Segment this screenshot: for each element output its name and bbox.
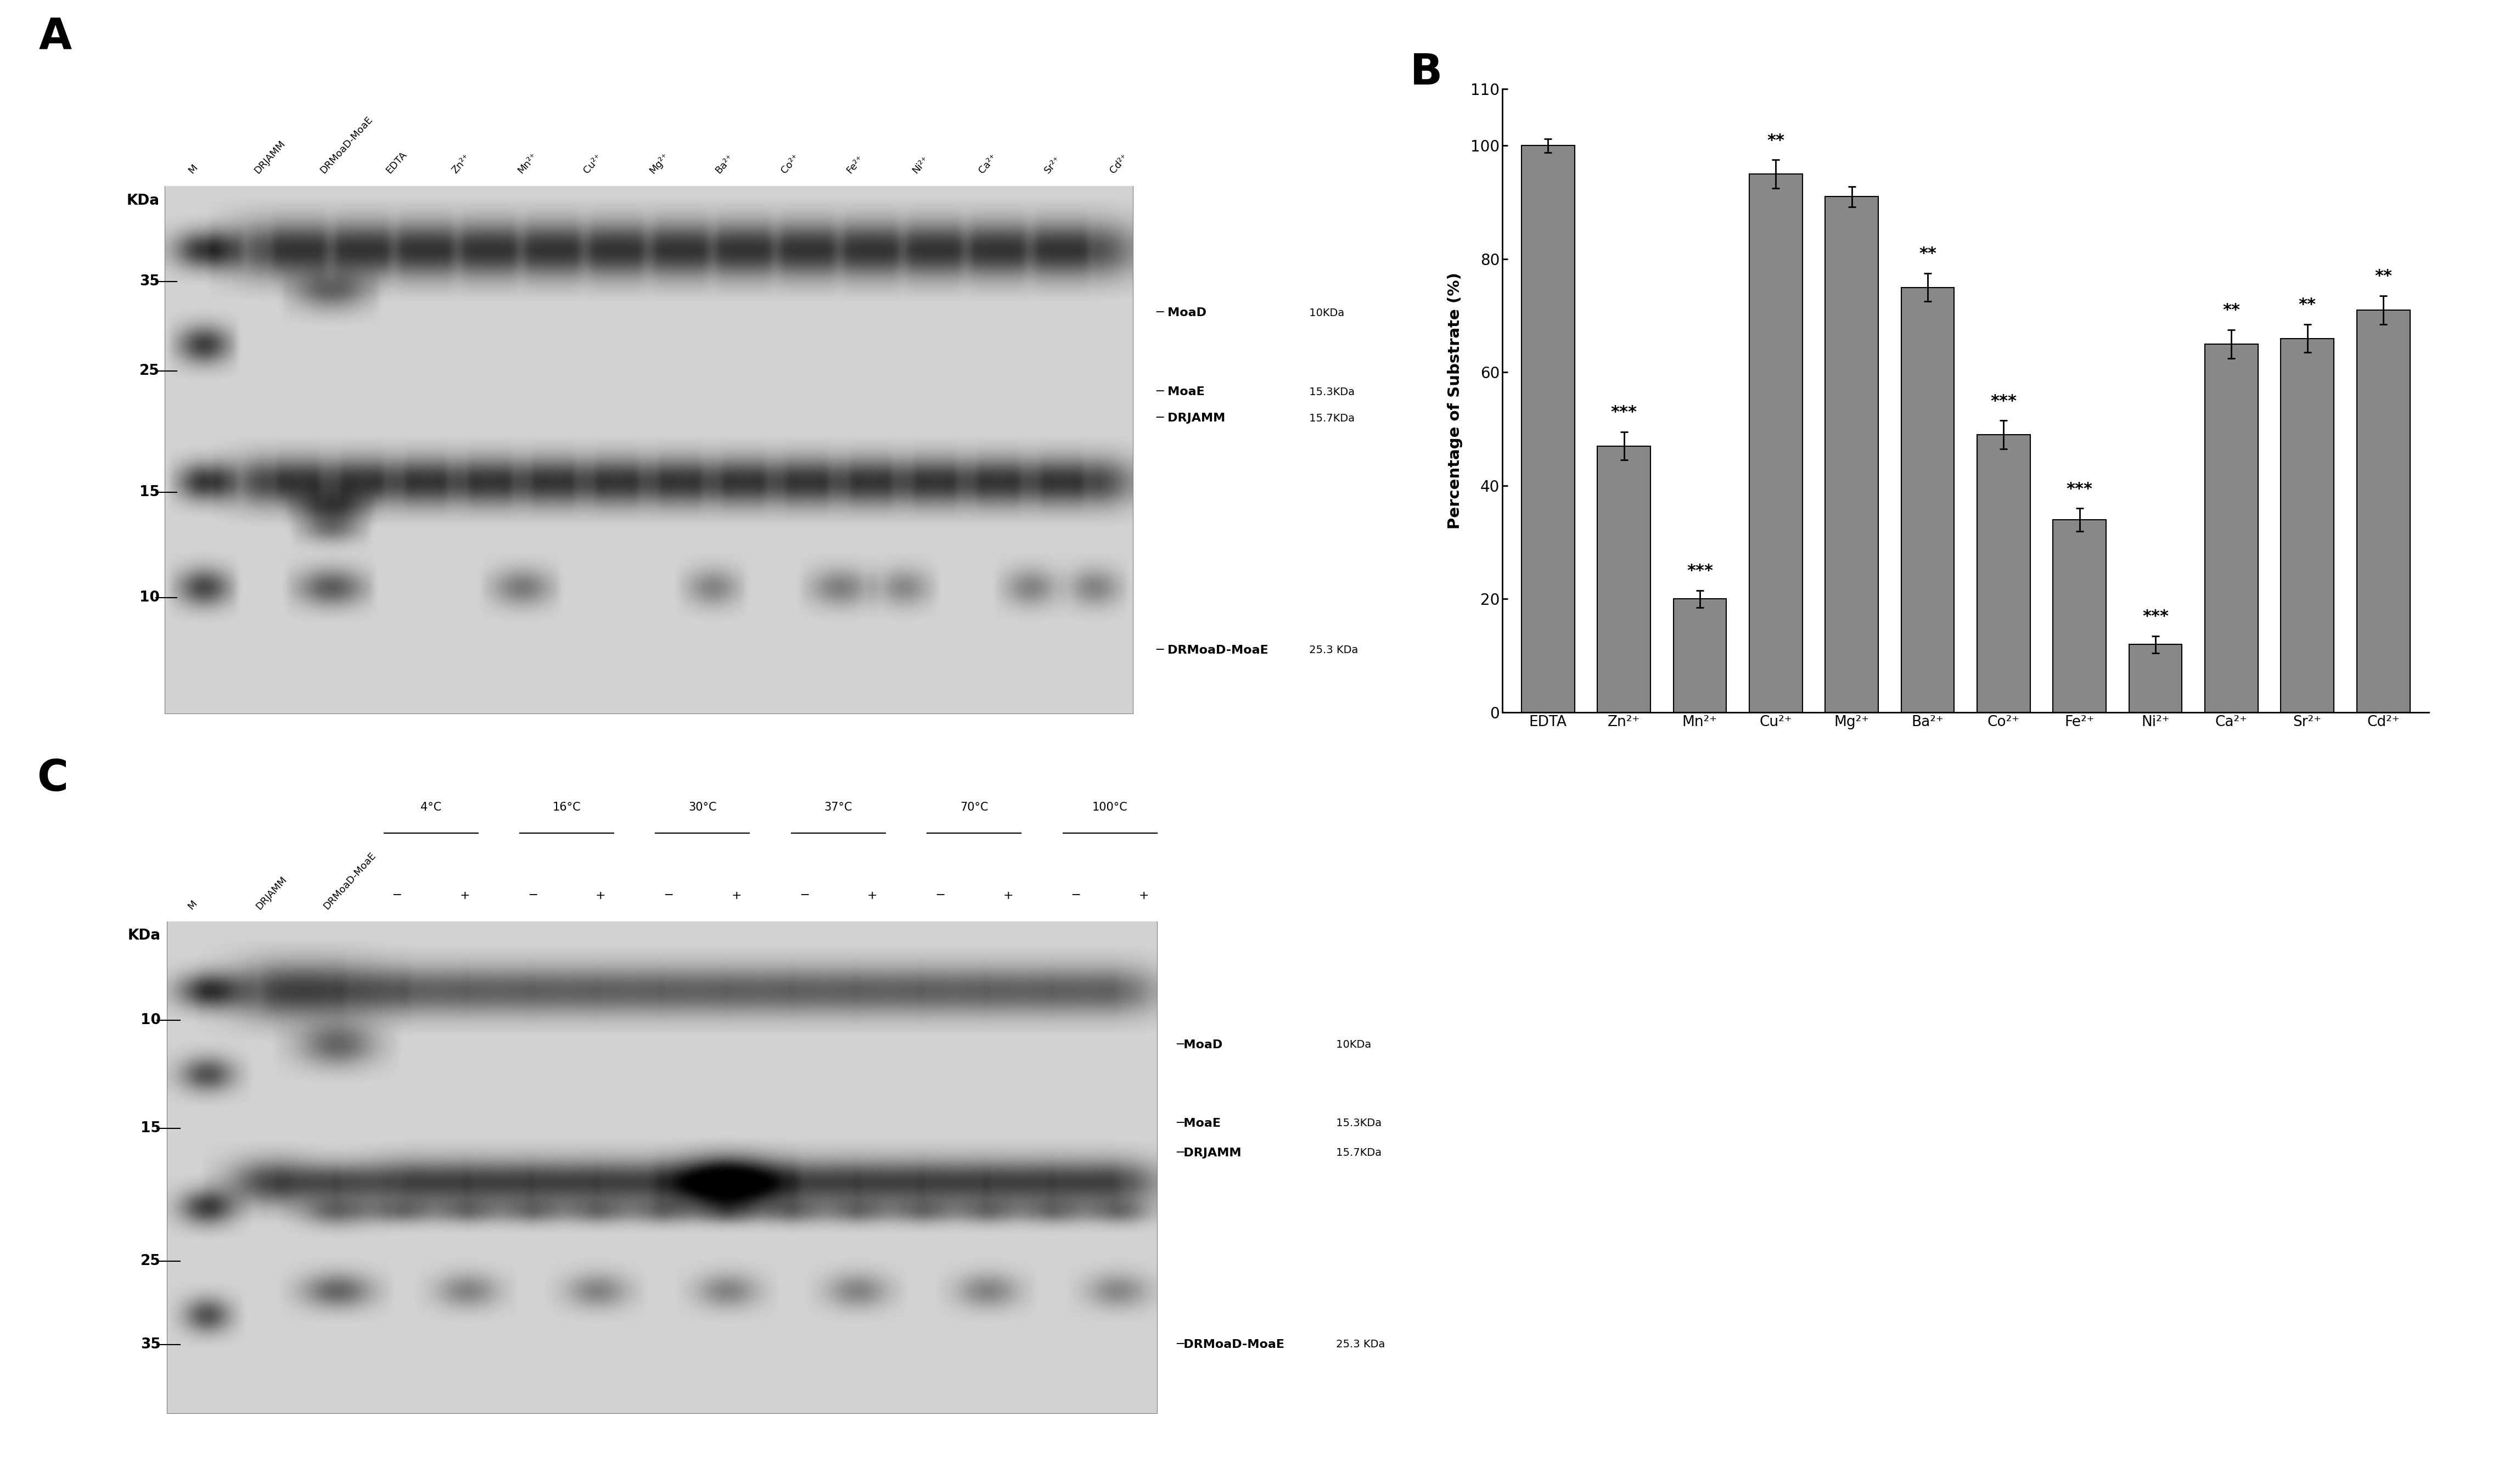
Text: ***: *** xyxy=(2143,608,2168,625)
Text: ─: ─ xyxy=(666,890,671,901)
Text: 16°C: 16°C xyxy=(553,801,581,813)
Text: **: ** xyxy=(2224,303,2241,319)
Bar xyxy=(2206,344,2259,712)
Text: 25: 25 xyxy=(140,1254,160,1269)
Text: **: ** xyxy=(2299,297,2316,313)
Text: +: + xyxy=(1004,890,1014,901)
Text: ─ DRMoaD-MoaE: ─ DRMoaD-MoaE xyxy=(1157,644,1267,656)
Text: Sr²⁺: Sr²⁺ xyxy=(1042,154,1062,175)
Text: ─MoaE: ─MoaE xyxy=(1177,1117,1222,1129)
Text: 10: 10 xyxy=(140,1014,160,1027)
Text: ─: ─ xyxy=(393,890,401,901)
Text: 15.7KDa: 15.7KDa xyxy=(1305,413,1355,423)
Text: DRMoaD-MoaE: DRMoaD-MoaE xyxy=(321,850,378,911)
Text: Mg²⁺: Mg²⁺ xyxy=(649,151,671,175)
Text: Mn²⁺: Mn²⁺ xyxy=(516,151,538,175)
Text: ***: *** xyxy=(1688,564,1713,579)
Text: ─MoaD: ─MoaD xyxy=(1177,1039,1222,1051)
Text: ***: *** xyxy=(1991,393,2016,410)
Text: Ba²⁺: Ba²⁺ xyxy=(714,153,736,175)
Text: 4°C: 4°C xyxy=(421,801,441,813)
Bar xyxy=(1750,174,1803,712)
Text: **: ** xyxy=(1918,246,1936,261)
Bar xyxy=(1598,447,1650,712)
Text: +: + xyxy=(731,890,741,901)
Bar xyxy=(168,922,1157,1413)
Text: M: M xyxy=(185,899,198,911)
Bar xyxy=(2281,338,2334,712)
Text: 35: 35 xyxy=(140,275,160,288)
Text: 100°C: 100°C xyxy=(1092,801,1127,813)
Text: A: A xyxy=(38,15,73,58)
Text: 35: 35 xyxy=(140,1337,160,1352)
Bar xyxy=(2356,310,2409,712)
Text: +: + xyxy=(1139,890,1149,901)
Text: +: + xyxy=(461,890,471,901)
Text: 25: 25 xyxy=(140,364,160,378)
Bar xyxy=(2053,519,2106,712)
Bar xyxy=(2128,644,2181,712)
Text: 15: 15 xyxy=(140,485,160,499)
Text: DRMoaD-MoaE: DRMoaD-MoaE xyxy=(318,114,376,175)
Text: 70°C: 70°C xyxy=(959,801,989,813)
Text: Fe²⁺: Fe²⁺ xyxy=(844,154,866,175)
Text: ─ MoaE: ─ MoaE xyxy=(1157,386,1204,398)
Text: ─: ─ xyxy=(1072,890,1079,901)
Text: M: M xyxy=(188,163,200,175)
Text: ─DRJAMM: ─DRJAMM xyxy=(1177,1147,1242,1159)
Text: DRJAMM: DRJAMM xyxy=(253,874,288,911)
Bar xyxy=(165,187,1132,714)
Text: EDTA: EDTA xyxy=(383,150,408,175)
Text: **: ** xyxy=(1768,132,1785,148)
Text: ─: ─ xyxy=(528,890,536,901)
Text: ***: *** xyxy=(1610,405,1638,420)
Text: ─DRMoaD-MoaE: ─DRMoaD-MoaE xyxy=(1177,1339,1285,1350)
Bar xyxy=(1825,197,1878,712)
Text: +: + xyxy=(596,890,606,901)
Bar xyxy=(1901,288,1953,712)
Y-axis label: Percentage of Substrate (%): Percentage of Substrate (%) xyxy=(1447,272,1462,530)
Bar xyxy=(1673,600,1725,712)
Text: Ca²⁺: Ca²⁺ xyxy=(977,153,999,175)
Text: 15.7KDa: 15.7KDa xyxy=(1332,1147,1382,1158)
Text: B: B xyxy=(1410,52,1442,93)
Text: ─ DRJAMM: ─ DRJAMM xyxy=(1157,413,1224,424)
Text: ***: *** xyxy=(2066,481,2093,497)
Text: 10KDa: 10KDa xyxy=(1332,1039,1372,1051)
Bar xyxy=(1522,145,1575,712)
Text: **: ** xyxy=(2374,269,2391,285)
Text: 10KDa: 10KDa xyxy=(1305,307,1345,318)
Text: DRJAMM: DRJAMM xyxy=(253,138,288,175)
Bar xyxy=(1978,435,2031,712)
Text: C: C xyxy=(38,758,68,800)
Text: ─ MoaD: ─ MoaD xyxy=(1157,307,1207,319)
Text: KDa: KDa xyxy=(128,193,160,208)
Text: +: + xyxy=(866,890,876,901)
Text: 25.3 KDa: 25.3 KDa xyxy=(1305,646,1357,656)
Text: 15.3KDa: 15.3KDa xyxy=(1305,387,1355,398)
Text: KDa: KDa xyxy=(128,929,160,942)
Text: ─: ─ xyxy=(801,890,809,901)
Text: 30°C: 30°C xyxy=(689,801,716,813)
Text: Zn²⁺: Zn²⁺ xyxy=(451,153,473,175)
Text: 15.3KDa: 15.3KDa xyxy=(1332,1117,1382,1129)
Text: 37°C: 37°C xyxy=(824,801,851,813)
Text: ─: ─ xyxy=(936,890,944,901)
Text: Cd²⁺: Cd²⁺ xyxy=(1109,153,1129,175)
Text: Co²⁺: Co²⁺ xyxy=(779,153,801,175)
Text: 25.3 KDa: 25.3 KDa xyxy=(1332,1340,1385,1350)
Text: Ni²⁺: Ni²⁺ xyxy=(911,154,931,175)
Text: 10: 10 xyxy=(140,591,160,604)
Text: 15: 15 xyxy=(140,1120,160,1135)
Text: Cu²⁺: Cu²⁺ xyxy=(581,153,603,175)
